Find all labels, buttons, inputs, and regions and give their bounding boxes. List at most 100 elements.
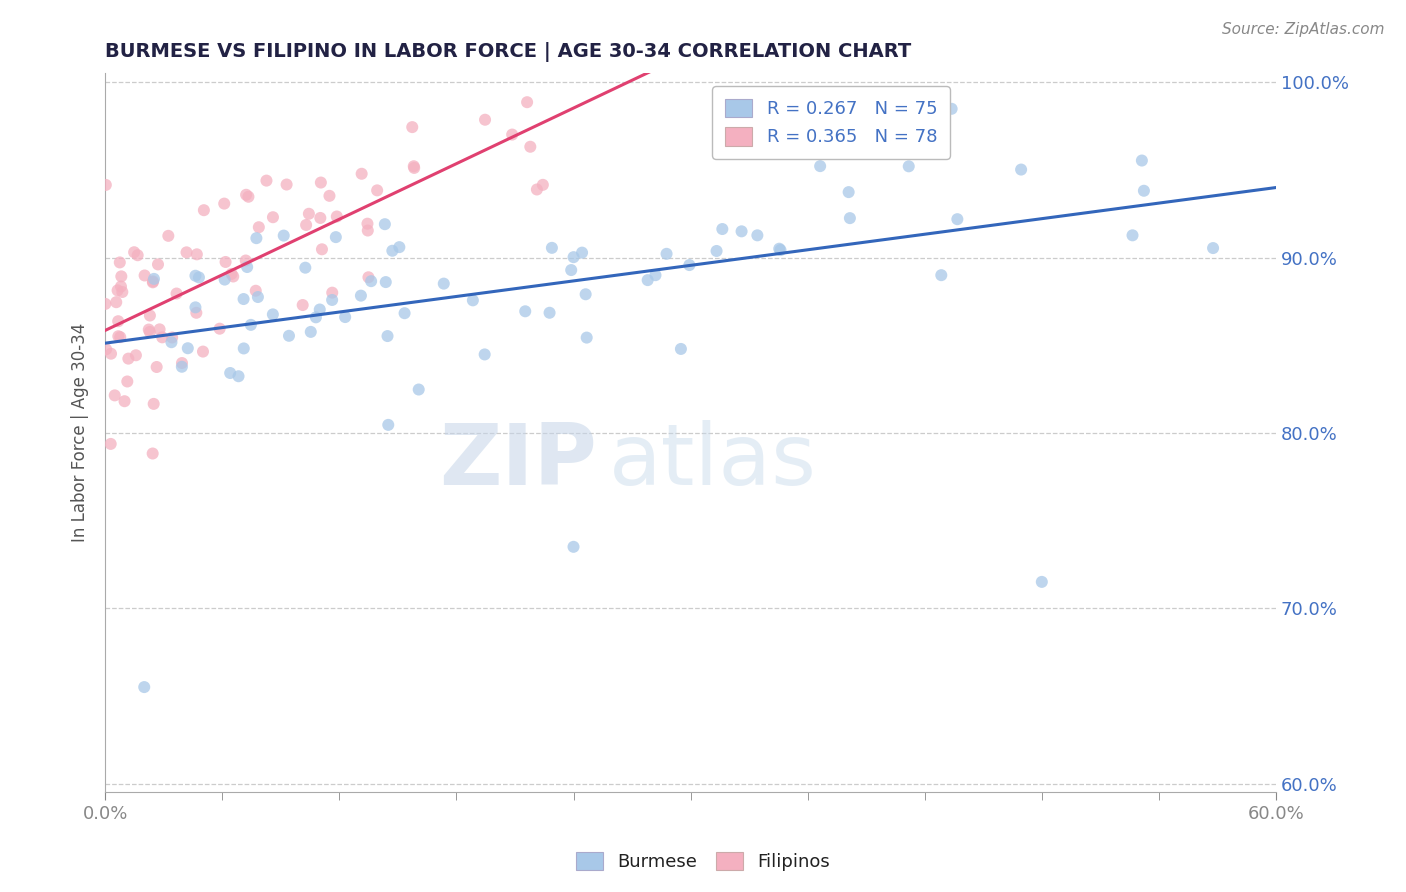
Point <box>575 287 598 301</box>
Point <box>515 304 537 318</box>
Point <box>706 244 728 258</box>
Point <box>294 260 316 275</box>
Point <box>138 322 160 336</box>
Point <box>388 240 411 254</box>
Point <box>298 207 321 221</box>
Point <box>730 224 752 238</box>
Point <box>232 342 254 356</box>
Point <box>1010 162 1032 177</box>
Point <box>111 285 134 299</box>
Point <box>186 247 208 261</box>
Point <box>134 268 156 283</box>
Point <box>575 330 598 344</box>
Point <box>146 257 169 271</box>
Point <box>309 176 332 190</box>
Point <box>404 161 426 175</box>
Text: ZIP: ZIP <box>439 420 598 503</box>
Point <box>350 167 373 181</box>
Point <box>562 540 585 554</box>
Point <box>308 302 330 317</box>
Point <box>538 306 561 320</box>
Point <box>897 159 920 173</box>
Legend: Burmese, Filipinos: Burmese, Filipinos <box>569 845 837 879</box>
Point <box>711 222 734 236</box>
Point <box>142 274 165 288</box>
Point <box>114 394 136 409</box>
Point <box>838 211 860 226</box>
Point <box>256 173 278 187</box>
Point <box>678 258 700 272</box>
Point <box>184 268 207 283</box>
Point <box>768 242 790 256</box>
Point <box>374 275 396 289</box>
Point <box>214 272 236 286</box>
Point <box>142 397 165 411</box>
Point <box>295 218 318 232</box>
Text: Source: ZipAtlas.com: Source: ZipAtlas.com <box>1222 22 1385 37</box>
Point <box>278 328 301 343</box>
Point <box>655 247 678 261</box>
Point <box>149 322 172 336</box>
Point <box>644 268 666 282</box>
Point <box>325 230 347 244</box>
Point <box>247 220 270 235</box>
Point <box>235 253 257 268</box>
Point <box>474 347 496 361</box>
Point <box>235 187 257 202</box>
Point <box>191 344 214 359</box>
Point <box>377 329 399 343</box>
Point <box>110 279 132 293</box>
Point <box>276 178 298 192</box>
Point <box>105 295 128 310</box>
Point <box>929 268 952 282</box>
Point <box>366 183 388 197</box>
Point <box>160 335 183 350</box>
Point <box>946 212 969 227</box>
Text: atlas: atlas <box>609 420 817 503</box>
Point <box>1202 241 1225 255</box>
Point <box>759 143 782 157</box>
Point <box>374 217 396 231</box>
Point <box>519 140 541 154</box>
Point <box>357 223 380 237</box>
Point <box>104 388 127 402</box>
Point <box>381 244 404 258</box>
Point <box>571 245 593 260</box>
Point <box>562 250 585 264</box>
Point <box>142 446 165 460</box>
Point <box>245 284 267 298</box>
Point <box>239 318 262 332</box>
Point <box>669 342 692 356</box>
Point <box>1121 228 1143 243</box>
Point <box>176 245 198 260</box>
Point <box>360 274 382 288</box>
Point <box>157 228 180 243</box>
Point <box>394 306 416 320</box>
Point <box>305 310 328 325</box>
Point <box>299 325 322 339</box>
Point <box>1133 184 1156 198</box>
Point <box>560 263 582 277</box>
Point <box>107 314 129 328</box>
Point <box>531 178 554 192</box>
Point <box>273 228 295 243</box>
Point <box>170 356 193 370</box>
Point <box>637 273 659 287</box>
Point <box>145 359 167 374</box>
Point <box>94 297 117 311</box>
Point <box>838 185 860 199</box>
Point <box>748 116 770 130</box>
Point <box>184 301 207 315</box>
Point <box>401 120 423 135</box>
Point <box>541 241 564 255</box>
Point <box>160 330 183 344</box>
Point <box>808 159 831 173</box>
Point <box>433 277 456 291</box>
Point <box>193 203 215 218</box>
Point <box>262 211 284 225</box>
Point <box>107 284 129 298</box>
Point <box>134 680 156 694</box>
Point <box>166 286 188 301</box>
Point <box>150 330 173 344</box>
Point <box>100 437 122 451</box>
